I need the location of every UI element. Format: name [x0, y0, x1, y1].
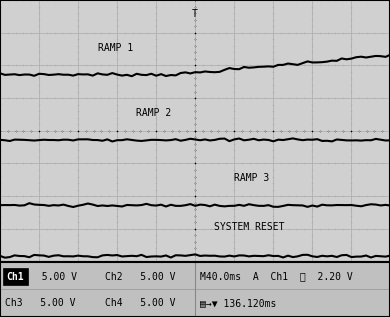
Text: Ch1: Ch1 [6, 272, 24, 282]
Text: Ch4   5.00 V: Ch4 5.00 V [105, 298, 176, 308]
Text: RAMP 1: RAMP 1 [98, 43, 133, 53]
Text: RAMP 3: RAMP 3 [234, 173, 269, 184]
Text: Ch2   5.00 V: Ch2 5.00 V [105, 272, 176, 282]
Text: SYSTEM RESET: SYSTEM RESET [215, 223, 285, 232]
Text: ▤→▼ 136.120ms: ▤→▼ 136.120ms [200, 298, 277, 308]
Text: RAMP 2: RAMP 2 [136, 108, 172, 118]
Text: Ch3   5.00 V: Ch3 5.00 V [5, 298, 76, 308]
Text: M40.0ms  A  Ch1  ∯  2.20 V: M40.0ms A Ch1 ∯ 2.20 V [200, 272, 353, 282]
Text: 5.00 V: 5.00 V [30, 272, 77, 282]
FancyBboxPatch shape [2, 268, 28, 285]
Text: T: T [192, 9, 198, 19]
